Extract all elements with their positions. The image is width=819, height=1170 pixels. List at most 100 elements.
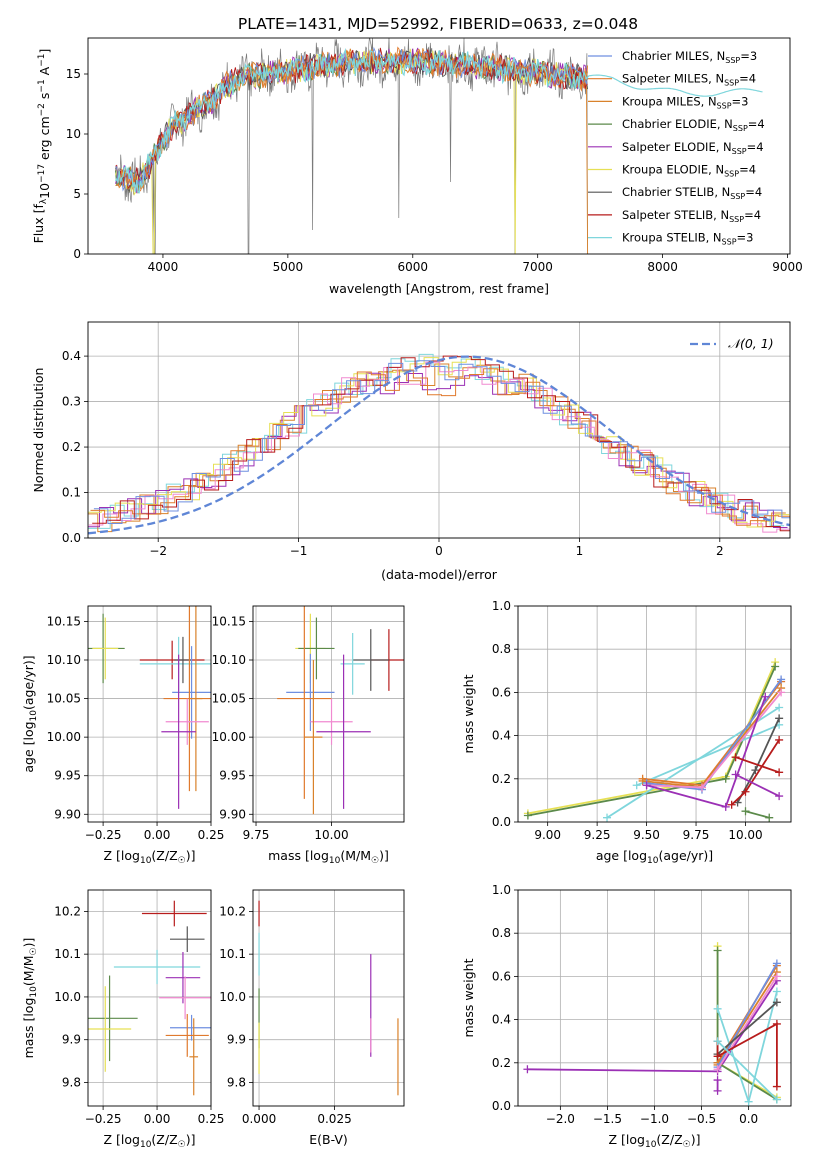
- x-tick-label: −0.5: [687, 1112, 716, 1126]
- y-tick-label: 0.0: [492, 1099, 511, 1113]
- y-tick-label: 1.0: [492, 599, 511, 613]
- axes-frame: [252, 605, 405, 823]
- legend-text: SSP: [724, 79, 739, 88]
- legend-text: =4: [744, 208, 761, 222]
- axes-frame: [87, 37, 791, 255]
- label-part: Flux [f: [31, 204, 46, 244]
- label-part: )]: [186, 1132, 196, 1147]
- label-part: Z [log: [104, 1132, 140, 1147]
- weight-point-marker: [772, 1095, 781, 1104]
- x-tick-label: 9.75: [683, 828, 710, 842]
- weight-point-marker: [744, 1097, 753, 1106]
- label-part: )]: [186, 848, 196, 863]
- y-tick-label: 0.4: [62, 349, 81, 363]
- label-part: erg cm: [37, 116, 52, 164]
- weight-series-line: [716, 1040, 778, 1101]
- x-axis-label: wavelength [Angstrom, rest frame]: [329, 281, 549, 296]
- y-tick-label: 9.90: [54, 807, 81, 821]
- x-tick-label: 10.00: [314, 828, 348, 842]
- mass-vs-Z-panel: −0.25 0.00 0.259.89.910.010.110.2Z [log10(…: [21, 889, 224, 1150]
- histogram-step-line: [88, 372, 788, 528]
- legend-text: SSP: [730, 192, 745, 201]
- label-part: 10: [29, 710, 39, 722]
- weight-point-marker: [772, 959, 781, 968]
- label-part: −1: [37, 54, 47, 67]
- weight-point-marker: [731, 770, 740, 779]
- weight-point-marker: [632, 781, 641, 790]
- plot-area: [277, 606, 404, 815]
- x-tick-label: −2.0: [546, 1112, 575, 1126]
- weight-series-line: [636, 723, 780, 787]
- y-axis-label: mass weight: [461, 674, 476, 753]
- weight-point-marker: [772, 987, 781, 996]
- label-part: )]: [691, 1132, 701, 1147]
- label-part: 10: [647, 856, 659, 866]
- weight-point-marker: [777, 688, 786, 697]
- legend-entry: Salpeter STELIB, NSSP=4: [622, 208, 761, 224]
- legend-text: SSP: [725, 56, 740, 65]
- label-part: age [log: [596, 848, 647, 863]
- y-tick-label: 0.1: [62, 486, 81, 500]
- x-axis-label: mass [log10(M/M☉)]: [268, 848, 389, 866]
- legend-entry: Salpeter MILES, NSSP=4: [622, 72, 756, 88]
- weight-point-marker: [713, 1037, 722, 1046]
- weight-point-marker: [731, 753, 740, 762]
- legend-text: SSP: [724, 170, 739, 179]
- weight-point-marker: [713, 1086, 722, 1095]
- label-part: E(B-V): [309, 1132, 348, 1147]
- x-tick-label: −1.0: [640, 1112, 669, 1126]
- legend-entry: Chabrier MILES, NSSP=3: [622, 49, 757, 65]
- y-tick-label: 10.00: [47, 730, 81, 744]
- y-tick-label: 0.3: [62, 395, 81, 409]
- axes-frame: [87, 321, 791, 539]
- y-axis-label: age [log10(age/yr)]: [21, 655, 39, 772]
- y-axis-label: mass weight: [461, 958, 476, 1037]
- x-tick-label: 9.75: [243, 828, 270, 842]
- y-tick-label: 0.0: [492, 815, 511, 829]
- label-part: mass [log: [21, 998, 36, 1059]
- label-part: −1: [37, 79, 47, 92]
- label-part: ]: [37, 49, 52, 54]
- label-part: (Z/Z: [656, 1132, 682, 1147]
- y-tick-label: 0.2: [492, 1056, 511, 1070]
- y-tick-label: 0.4: [492, 729, 511, 743]
- label-part: ☉: [683, 1140, 691, 1150]
- y-tick-label: 0: [73, 247, 81, 261]
- weight-point-marker: [523, 1065, 532, 1074]
- y-tick-label: 10.15: [212, 614, 246, 628]
- spectrum-panel: 4000 5000 6000 7000 8000 9000 0 5 10 15 wavelength…: [31, 37, 803, 296]
- weight-point-marker: [775, 714, 784, 723]
- histogram-step-line: [93, 360, 790, 524]
- legend-text: Salpeter MILES, N: [622, 72, 724, 86]
- y-tick-label: 0.2: [62, 440, 81, 454]
- axes-frame: [517, 889, 792, 1107]
- legend-text: =4: [747, 140, 764, 154]
- x-tick-label: 9.50: [633, 828, 660, 842]
- weight-point-marker: [713, 1065, 722, 1074]
- label-part: mass weight: [461, 674, 476, 753]
- label-part: −17: [37, 164, 47, 183]
- label-part: )]: [379, 848, 389, 863]
- y-tick-label: 10.1: [219, 947, 246, 961]
- plot-area: [88, 353, 790, 535]
- y-tick-label: 9.95: [54, 769, 81, 783]
- x-tick-label: 0.025: [317, 1112, 351, 1126]
- label-part: Normed distribution: [31, 368, 46, 493]
- x-tick-label: 2: [716, 544, 724, 558]
- legend-text: =3: [740, 49, 757, 63]
- weight-vs-Z-panel: −2.0 −1.5 −1.0 −0.5 0.0 0.0 0.2 0.4 0.6 0.8 1.0 Z […: [461, 883, 792, 1150]
- label-part: 10: [329, 856, 341, 866]
- label-part: A: [37, 66, 52, 79]
- weight-point-marker: [777, 675, 786, 684]
- label-part: ☉: [178, 1140, 186, 1150]
- x-tick-label: 0.00: [144, 828, 171, 842]
- x-axis-label: (data-model)/error: [381, 567, 498, 582]
- label-part: ☉: [371, 856, 379, 866]
- x-tick-label: −2: [149, 544, 167, 558]
- legend-text: =4: [739, 163, 756, 177]
- plot-panels: 4000 5000 6000 7000 8000 9000051015wavelength…: [21, 37, 803, 1150]
- weight-point-marker: [713, 1076, 722, 1085]
- weight-point-marker: [772, 1019, 781, 1028]
- legend-entry: Salpeter ELODIE, NSSP=4: [622, 140, 764, 156]
